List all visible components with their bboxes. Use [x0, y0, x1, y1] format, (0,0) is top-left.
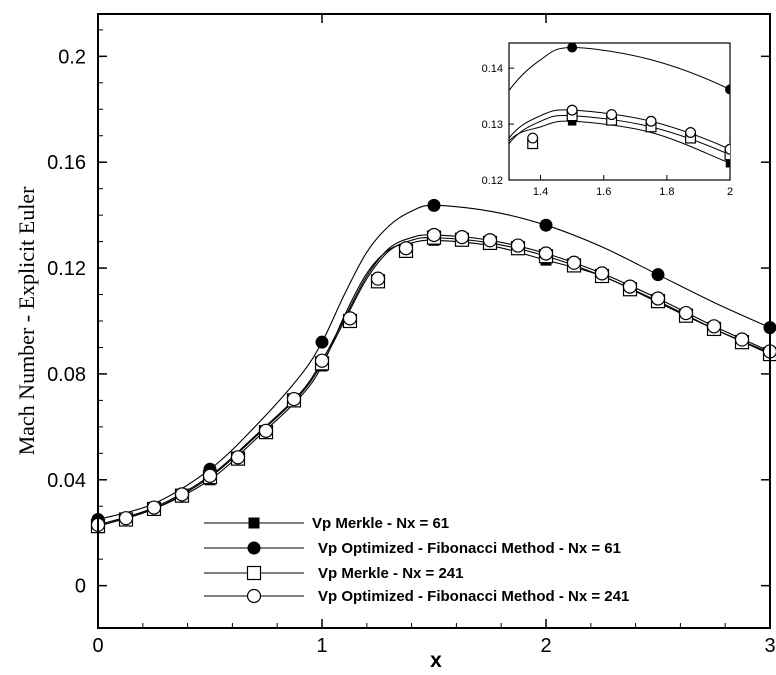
- inset-x-tick-label: 1.8: [659, 186, 674, 198]
- x-tick-label: 3: [764, 635, 775, 657]
- y-tick-label: 0.12: [47, 258, 86, 280]
- inset-series-4-point: [645, 115, 657, 127]
- y-tick-label: 0.2: [58, 46, 86, 68]
- inset-series-3-point: [724, 149, 730, 161]
- legend-marker-3: [246, 565, 262, 581]
- inset-y-tick-label: 0.14: [482, 63, 503, 75]
- legend-label-3: Vp Merkle - Nx = 241: [318, 565, 464, 582]
- series-2-point: [315, 335, 329, 349]
- legend-label-1: Vp Merkle - Nx = 61: [312, 515, 449, 532]
- inset-x-tick-label: 1.6: [596, 186, 611, 198]
- series-4-point: [566, 255, 582, 270]
- series-4-point: [314, 353, 330, 368]
- series-4-point: [118, 511, 134, 526]
- inset-frame: [508, 42, 731, 181]
- inset-series: [509, 43, 730, 168]
- series-4-point: [398, 241, 414, 256]
- series-line-4: [97, 234, 771, 526]
- inset-series-1-point: [725, 158, 730, 168]
- series-4-point: [678, 305, 694, 321]
- legend-label-4: Vp Optimized - Fibonacci Method - Nx = 2…: [318, 588, 629, 605]
- series-4-point: [258, 423, 274, 438]
- series-line-2: [97, 204, 771, 521]
- inset-series-4-point: [685, 126, 697, 138]
- inset-series-4-point: [566, 104, 578, 116]
- inset-x-tick-label: 1.4: [533, 186, 548, 198]
- series-4-point: [454, 230, 470, 245]
- x-tick-label: 2: [540, 635, 551, 657]
- y-tick-label: 0: [75, 576, 86, 598]
- y-axis-label: Mach Number - Explicit Euler: [14, 186, 39, 455]
- inset-series-4-point: [527, 132, 539, 144]
- series-4-point: [482, 233, 498, 248]
- series-4-point: [594, 266, 610, 281]
- inset-series-2-point: [725, 84, 730, 95]
- series-4-point: [426, 227, 442, 243]
- inset-y-tick-label: 0.12: [482, 175, 503, 187]
- series-4-point: [538, 246, 554, 261]
- legend-marker-4: [246, 588, 262, 604]
- series-2-point: [427, 198, 441, 212]
- y-tick-label: 0.08: [47, 364, 86, 386]
- y-tick-label: 0.16: [47, 152, 86, 174]
- y-tick-label: 0.04: [47, 470, 86, 492]
- series-4-point: [146, 500, 162, 515]
- inset-series-4-point: [606, 109, 618, 121]
- series-4-point: [286, 391, 302, 407]
- series-4-point: [370, 271, 386, 286]
- series-2-point: [539, 218, 553, 232]
- legend-marker-1: [248, 517, 260, 529]
- series-4-point: [622, 279, 638, 294]
- series-4-point: [202, 468, 218, 483]
- x-tick-label: 0: [92, 635, 103, 657]
- inset-series-2-point: [567, 43, 578, 53]
- series-2-point: [651, 268, 665, 282]
- inset-series-4-point: [724, 143, 730, 155]
- series-4-point: [230, 450, 246, 465]
- series-4-point: [510, 238, 526, 253]
- legend-label-2: Vp Optimized - Fibonacci Method - Nx = 6…: [318, 540, 621, 557]
- x-axis-label: x: [430, 649, 442, 672]
- series-4-point: [706, 319, 722, 334]
- legend-marker-2: [247, 541, 261, 555]
- series-4-point: [342, 311, 358, 326]
- series-4-point: [650, 291, 666, 306]
- inset-y-tick-label: 0.13: [482, 119, 503, 131]
- series-4-point: [174, 487, 190, 502]
- inset-x-tick-label: 2: [727, 186, 733, 198]
- series-4-point: [734, 332, 750, 347]
- x-tick-label: 1: [316, 635, 327, 657]
